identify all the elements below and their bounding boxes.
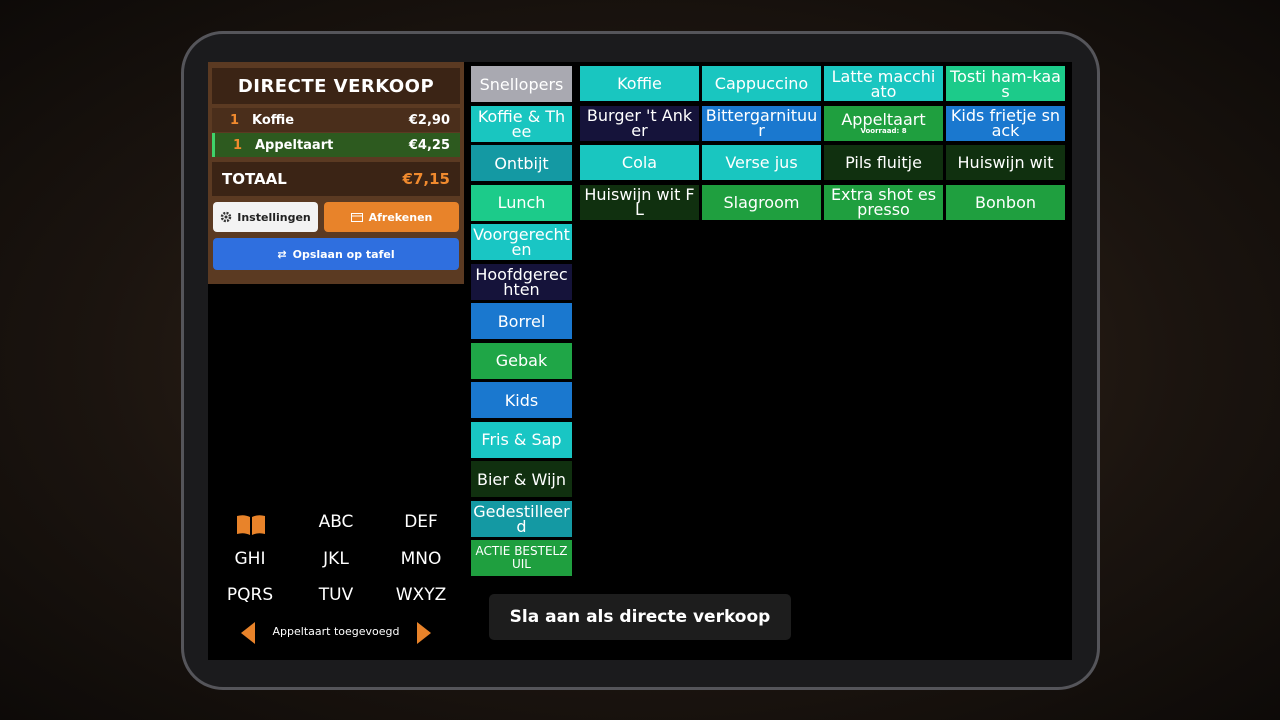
- product-label: Burger 't Anker: [586, 106, 693, 140]
- total-row: TOTAAL €7,15: [212, 162, 460, 196]
- category-button[interactable]: Bier & Wijn: [471, 461, 572, 497]
- product-label: Pils fluitje: [845, 153, 922, 172]
- panel-title: DIRECTE VERKOOP: [212, 68, 460, 104]
- total-label: TOTAAL: [222, 170, 287, 188]
- category-button[interactable]: Ontbijt: [471, 145, 572, 181]
- letter-key[interactable]: PQRS: [226, 585, 274, 605]
- status-text: Appeltaart toegevoegd: [272, 625, 400, 638]
- product-stock: Voorraad: 8: [860, 126, 907, 135]
- checkout-button[interactable]: Afrekenen: [324, 202, 459, 232]
- product-label: Koffie: [617, 74, 662, 93]
- gear-icon: [221, 211, 232, 223]
- order-panel: DIRECTE VERKOOP TOTAAL €7,15 Instellinge…: [208, 62, 464, 284]
- category-button[interactable]: Gedestilleerd: [471, 500, 572, 537]
- product-button[interactable]: Pils fluitje: [824, 145, 943, 180]
- direct-sale-button[interactable]: Sla aan als directe verkoop: [489, 594, 791, 640]
- line-qty: 1: [230, 112, 240, 128]
- line-qty: 1: [233, 137, 243, 153]
- product-button[interactable]: Koffie: [580, 66, 699, 101]
- category-button[interactable]: Hoofdgerechten: [471, 263, 572, 300]
- save-button[interactable]: ⇄ Opslaan op tafel: [213, 238, 459, 270]
- category-button[interactable]: Kids: [471, 382, 572, 418]
- product-label: Kids frietje snack: [950, 106, 1061, 140]
- product-label: Huiswijn wit FL: [584, 185, 695, 219]
- category-button[interactable]: Gebak: [471, 342, 572, 379]
- product-button[interactable]: Tosti ham-kaas: [946, 66, 1065, 101]
- line-name: Koffie: [252, 112, 295, 128]
- product-button[interactable]: Latte macchiato: [824, 66, 943, 101]
- letter-key[interactable]: WXYZ: [395, 585, 447, 605]
- product-label: Slagroom: [723, 192, 800, 212]
- product-button[interactable]: Huiswijn wit FL: [580, 184, 699, 220]
- product-label: Tosti ham-kaas: [950, 66, 1061, 101]
- prev-arrow[interactable]: [240, 621, 256, 645]
- letter-key[interactable]: DEF: [404, 512, 438, 532]
- product-label: Huiswijn wit: [957, 153, 1054, 172]
- category-button[interactable]: Snellopers: [471, 66, 572, 102]
- product-label: Verse jus: [725, 153, 798, 172]
- book-icon[interactable]: [236, 514, 266, 536]
- checkout-label: Afrekenen: [368, 210, 433, 224]
- product-button[interactable]: Cola: [580, 145, 699, 180]
- product-button[interactable]: Bittergarnituur: [702, 105, 821, 141]
- product-button[interactable]: Extra shot espresso: [824, 184, 943, 220]
- line-price: €4,25: [408, 137, 450, 153]
- category-button[interactable]: Lunch: [471, 184, 572, 221]
- next-arrow[interactable]: [416, 621, 432, 645]
- product-button[interactable]: Cappuccino: [702, 66, 821, 101]
- product-button[interactable]: Appeltaart Voorraad: 8: [824, 105, 943, 141]
- settings-label: Instellingen: [237, 210, 311, 224]
- product-button[interactable]: Burger 't Anker: [580, 105, 699, 141]
- swap-icon: ⇄: [277, 247, 287, 261]
- product-label: Cappuccino: [714, 74, 809, 93]
- category-button[interactable]: Voorgerechten: [471, 224, 572, 260]
- line-name: Appeltaart: [255, 137, 334, 153]
- product-label: Bonbon: [975, 192, 1036, 212]
- order-line[interactable]: 1 Appeltaart €4,25: [212, 133, 460, 157]
- product-button[interactable]: Verse jus: [702, 145, 821, 180]
- save-label: Opslaan op tafel: [292, 247, 395, 261]
- product-button[interactable]: Kids frietje snack: [946, 105, 1065, 141]
- letter-key[interactable]: TUV: [318, 585, 354, 605]
- product-label: Latte macchiato: [831, 66, 936, 101]
- category-button[interactable]: Borrel: [471, 303, 572, 339]
- letter-key[interactable]: GHI: [234, 548, 266, 569]
- product-label: Extra shot espresso: [830, 185, 937, 219]
- order-line[interactable]: 1 Koffie €2,90: [212, 108, 460, 132]
- total-value: €7,15: [402, 170, 450, 188]
- product-label: Cola: [621, 153, 658, 172]
- product-button[interactable]: Bonbon: [946, 184, 1065, 220]
- category-button[interactable]: ACTIE BESTELZUIL: [471, 540, 572, 576]
- letter-key[interactable]: MNO: [400, 548, 442, 569]
- product-button[interactable]: Huiswijn wit: [946, 145, 1065, 180]
- line-price: €2,90: [408, 112, 450, 128]
- settings-button[interactable]: Instellingen: [213, 202, 318, 232]
- letter-key[interactable]: ABC: [318, 512, 354, 532]
- product-label: Appeltaart: [841, 109, 926, 129]
- letter-key[interactable]: JKL: [323, 548, 349, 569]
- card-icon: [350, 212, 363, 222]
- product-label: Bittergarnituur: [705, 106, 818, 140]
- category-button[interactable]: Koffie & Thee: [471, 105, 572, 142]
- product-button[interactable]: Slagroom: [702, 184, 821, 220]
- category-button[interactable]: Fris & Sap: [471, 421, 572, 458]
